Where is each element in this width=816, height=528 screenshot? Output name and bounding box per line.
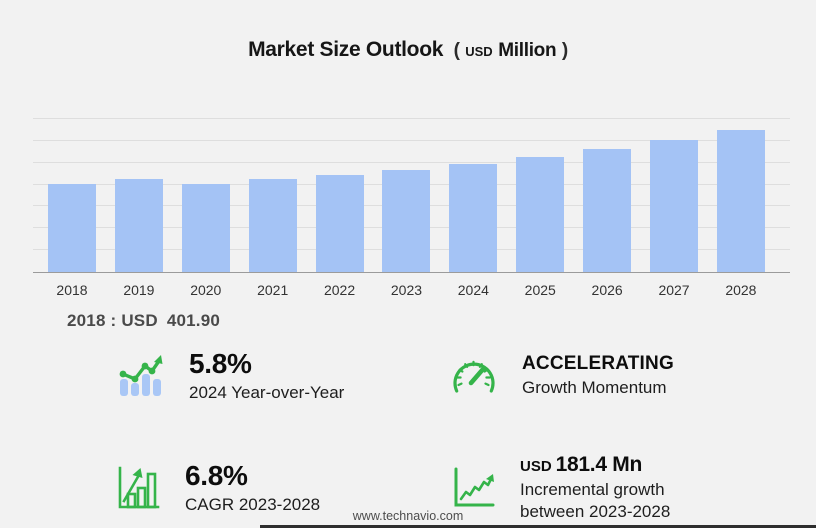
stat-yoy-label: 2024 Year-over-Year bbox=[189, 382, 345, 402]
growth-chart-icon bbox=[118, 466, 160, 509]
bar-2021[interactable] bbox=[248, 178, 297, 272]
x-axis-label: 2023 bbox=[390, 282, 423, 298]
bar-trend-icon bbox=[119, 355, 163, 396]
footer-url[interactable]: www.technavio.com bbox=[352, 509, 464, 523]
stat-cagr-label: CAGR 2023-2028 bbox=[185, 494, 321, 514]
stat-incremental: USD 181.4 Mn Incremental growth between 2… bbox=[408, 448, 783, 528]
bar-2023[interactable] bbox=[382, 170, 431, 272]
x-axis-label: 2026 bbox=[591, 282, 623, 298]
bar-2018[interactable] bbox=[48, 184, 96, 272]
stat-yoy-value: 5.8% bbox=[189, 348, 252, 380]
bar-2028[interactable] bbox=[716, 130, 765, 272]
x-axis-label: 2024 bbox=[457, 282, 489, 298]
stats-grid: 5.8% 2024 Year-over-Year ACCELERATING Gr… bbox=[33, 340, 783, 528]
market-size-chart: 2018 2019 2020 2021 2022 2023 2024 2025 2026 2027… bbox=[33, 118, 790, 298]
x-axis-labels: 2018 2019 2020 2021 2022 2023 2024 2025 2026 2027… bbox=[33, 282, 790, 298]
title-currency: USD bbox=[465, 44, 493, 59]
chart-title-main: Market Size Outlook bbox=[248, 38, 444, 61]
bars bbox=[33, 120, 790, 272]
gridline bbox=[33, 161, 790, 163]
callout-prefix: 2018 : USD bbox=[67, 311, 158, 330]
stat-yoy: 5.8% 2024 Year-over-Year bbox=[33, 340, 408, 412]
gridline bbox=[33, 139, 790, 141]
x-axis-label: 2027 bbox=[658, 282, 690, 298]
stat-incremental-currency: USD bbox=[520, 458, 552, 476]
bar-2019[interactable] bbox=[114, 179, 163, 272]
callout-value: 401.90 bbox=[166, 311, 221, 330]
stat-incremental-label: Incremental growth between 2023-2028 bbox=[520, 480, 671, 521]
speedometer-icon bbox=[453, 360, 495, 393]
x-axis-label: 2021 bbox=[257, 282, 289, 298]
stat-momentum-label: Growth Momentum bbox=[522, 377, 667, 397]
incremental-growth-icon bbox=[454, 467, 495, 507]
chart-title: Market Size Outlook ( USD Million ) bbox=[0, 38, 816, 62]
bar-2026[interactable] bbox=[583, 149, 632, 272]
x-axis-label: 2025 bbox=[524, 282, 556, 298]
stat-incremental-value: USD 181.4 Mn bbox=[520, 453, 642, 477]
footer-rule bbox=[260, 525, 816, 528]
bar-2022[interactable] bbox=[315, 174, 364, 272]
x-axis-label: 2018 bbox=[56, 282, 88, 298]
data-callout: 2018 : USD 401.90 bbox=[67, 311, 220, 331]
bar-2025[interactable] bbox=[516, 156, 565, 272]
x-axis-label: 2022 bbox=[323, 282, 356, 298]
x-axis-label: 2028 bbox=[725, 282, 757, 298]
x-axis-label: 2020 bbox=[190, 282, 222, 298]
stat-momentum-value: ACCELERATING bbox=[522, 352, 674, 374]
chart-plot bbox=[33, 118, 790, 273]
gridline bbox=[33, 118, 790, 119]
stat-cagr: 6.8% CAGR 2023-2028 bbox=[33, 448, 408, 528]
bar-2027[interactable] bbox=[650, 140, 699, 272]
title-unit: Million bbox=[498, 40, 557, 61]
title-paren-open: ( bbox=[453, 40, 460, 61]
stat-momentum: ACCELERATING Growth Momentum bbox=[408, 340, 783, 412]
stat-cagr-value: 6.8% bbox=[185, 460, 248, 492]
title-paren-close: ) bbox=[561, 40, 568, 61]
bar-2024[interactable] bbox=[449, 164, 498, 272]
bar-2020[interactable] bbox=[181, 183, 230, 272]
x-axis-label: 2019 bbox=[123, 282, 155, 298]
